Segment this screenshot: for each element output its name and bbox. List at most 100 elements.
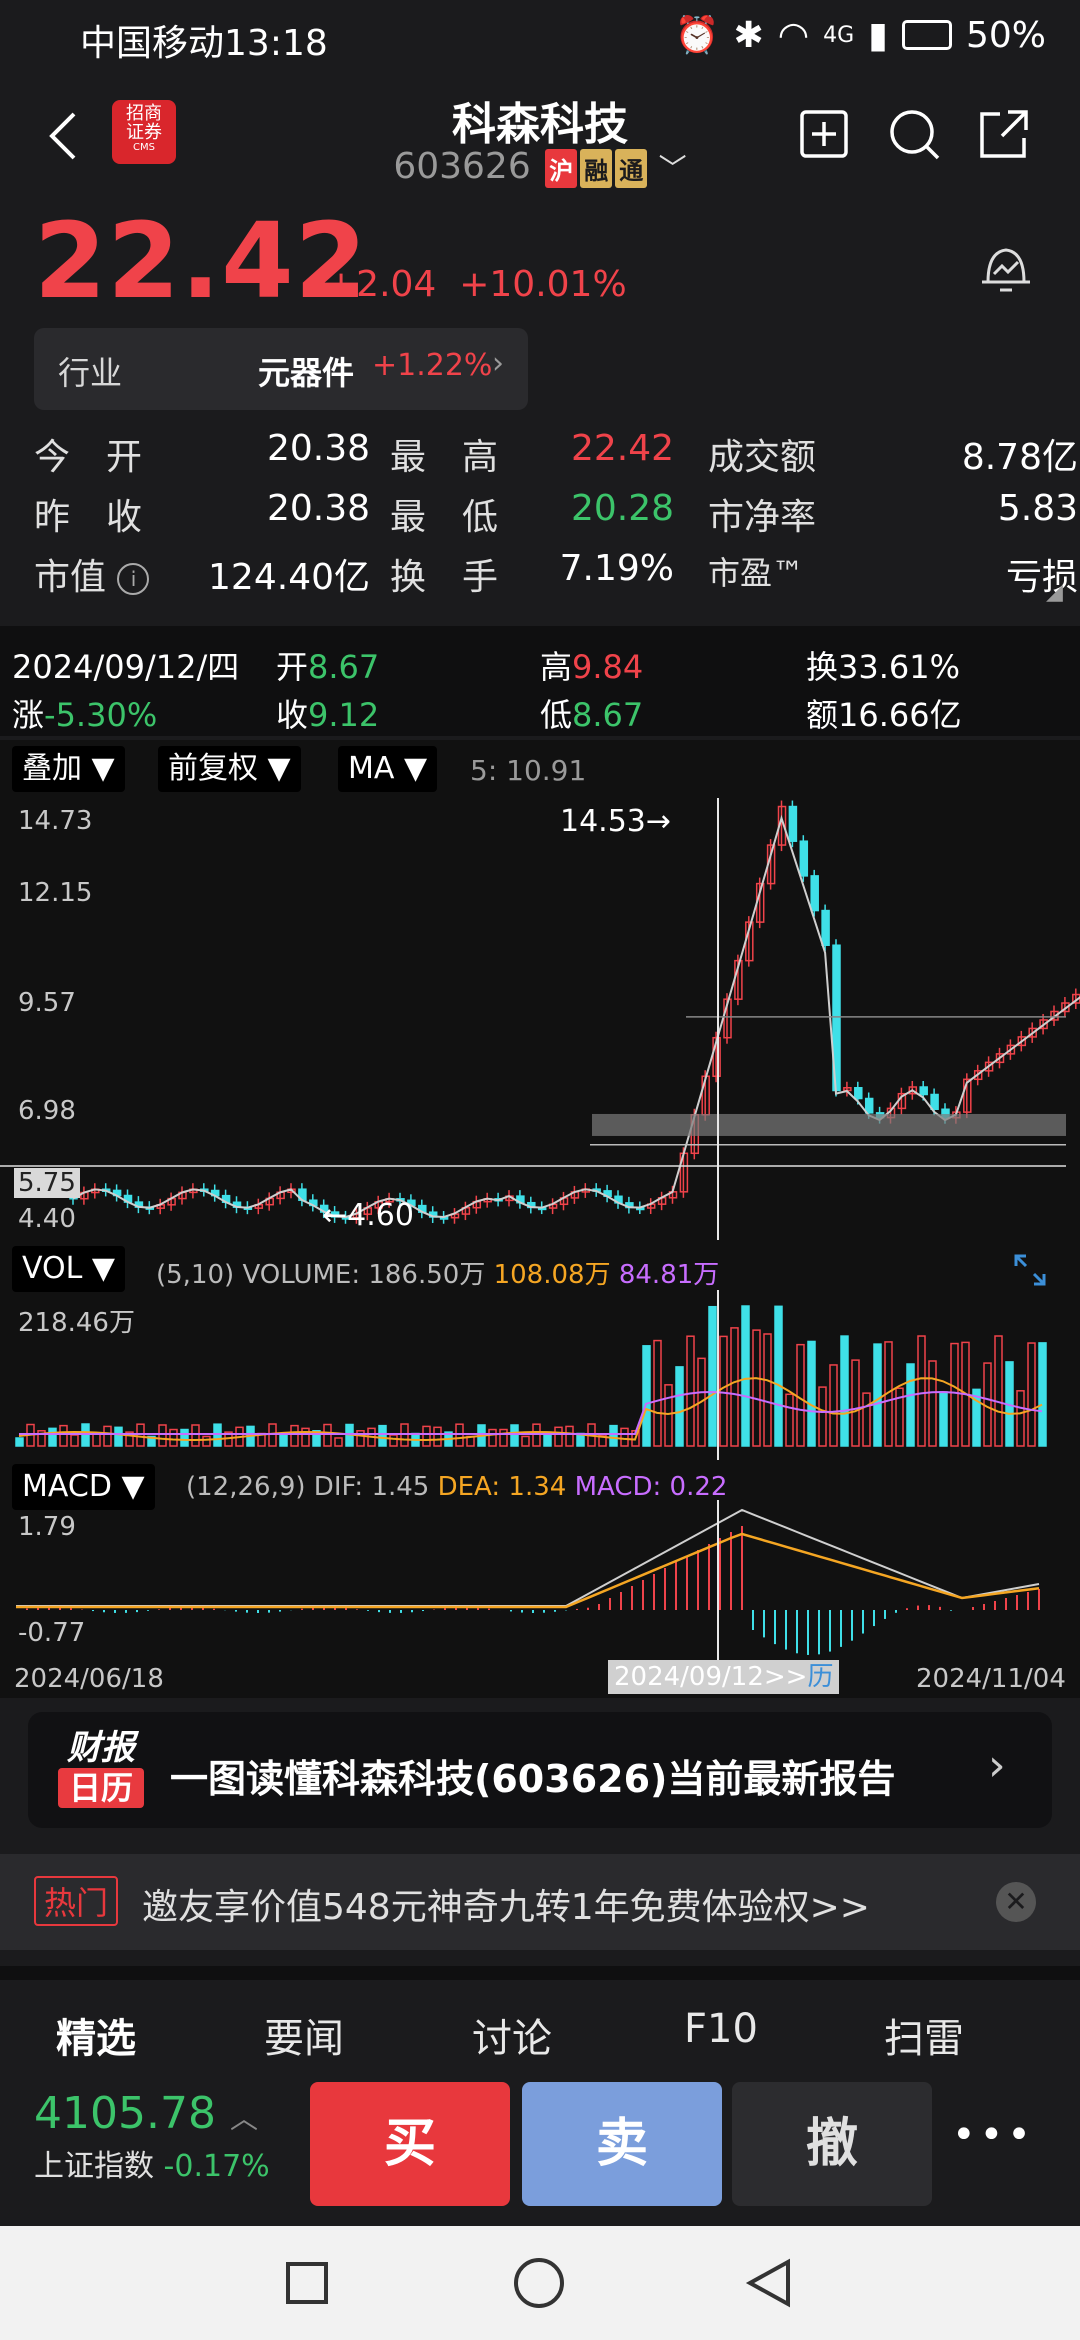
volume-bar [301, 1427, 310, 1447]
sell-button[interactable]: 卖 [522, 2082, 722, 2206]
macd-dif: DIF: 1.45 [313, 1472, 430, 1502]
stat-label[interactable]: 市值 i [34, 548, 150, 600]
volume-bar [191, 1424, 200, 1447]
macd-chart[interactable]: MACD ▼ (12,26,9) DIF: 1.45 DEA: 1.34 MAC… [0, 1460, 1080, 1698]
volume-bar [15, 1437, 24, 1447]
vol-label: VOL [22, 1251, 83, 1286]
cancel-order-button[interactable]: 撤 [732, 2082, 932, 2206]
system-nav-bar [0, 2226, 1080, 2340]
turnover-label: 换 [806, 648, 839, 686]
open-label: 开 [276, 648, 309, 686]
kline-candle [1039, 1019, 1048, 1030]
report-banner[interactable]: 财报 日历 一图读懂科森科技(603626)当前最新报告 › [28, 1712, 1052, 1828]
ma-dropdown[interactable]: MA ▼ [338, 746, 438, 792]
tab-featured[interactable]: 精选 [56, 2016, 136, 2062]
overlay-dropdown[interactable]: 叠加 ▼ [12, 746, 125, 792]
tab-news[interactable]: 要闻 [264, 2016, 344, 2062]
share-button[interactable] [972, 102, 1036, 166]
buy-button[interactable]: 买 [310, 2082, 510, 2206]
vol-ma5: 108.08万 [493, 1260, 611, 1290]
volume-bar [906, 1363, 915, 1447]
volume-bar [664, 1384, 673, 1447]
volume-bar [323, 1423, 332, 1447]
fullscreen-button[interactable] [1012, 1252, 1048, 1288]
macd-value: MACD: 0.22 [574, 1472, 728, 1502]
stock-header: 招商 证券 CMS 科森科技 603626 沪融通 ﹀ [0, 80, 1080, 200]
kline-chart[interactable]: 14.73 12.15 9.57 6.98 4.40 5.75 14.53→ ←… [0, 798, 1080, 1240]
caret-down-icon: ▼ [403, 751, 428, 786]
index-widget[interactable]: 4105.78 ︿ 上证指数 -0.17% [34, 2088, 270, 2185]
volume-chart[interactable]: VOL ▼ (5,10) VOLUME: 186.50万 108.08万 84.… [0, 1240, 1080, 1460]
volume-bar [279, 1434, 288, 1447]
expand-corner-icon[interactable]: ◢ [1046, 580, 1063, 605]
cursor-date-label[interactable]: 2024/09/12>>历 [608, 1660, 840, 1694]
expand-icon [1014, 1254, 1046, 1286]
volume-bar [147, 1435, 156, 1447]
tab-risk-scan[interactable]: 扫雷 [884, 2016, 964, 2062]
stat-label: 最 低 [390, 497, 499, 538]
index-name: 上证指数 [34, 2149, 154, 2184]
info-icon[interactable]: i [117, 563, 150, 595]
hot-tag: 热门 [34, 1876, 119, 1926]
volume-bar [972, 1388, 981, 1447]
broker-logo: 招商 证券 CMS [112, 100, 176, 164]
vol-dropdown[interactable]: VOL ▼ [12, 1246, 125, 1292]
volume-bar [290, 1424, 299, 1447]
y-tick: 9.57 [18, 988, 76, 1018]
kline-candle [919, 1086, 928, 1096]
volume-bar [213, 1423, 222, 1447]
carrier-name: 中国移动 [80, 23, 225, 64]
stat-value: 5.83 [997, 488, 1078, 529]
home-button[interactable] [514, 2258, 564, 2308]
add-square-icon [800, 110, 848, 158]
amount-label: 额 [806, 696, 839, 734]
caret-down-icon: ▼ [121, 1469, 145, 1504]
turnover-value: 33.61% [838, 648, 961, 686]
close-value: 9.12 [308, 696, 380, 734]
adjust-dropdown[interactable]: 前复权 ▼ [158, 746, 301, 792]
promo-banner[interactable]: 热门 邀友享价值548元神奇九转1年免费体验权>> ✕ [0, 1854, 1080, 1950]
stock-code: 603626 [393, 146, 531, 187]
back-nav-button[interactable] [742, 2256, 796, 2310]
x-end-label: 2024/11/04 [916, 1664, 1066, 1694]
change-percent: +10.01% [459, 264, 627, 305]
volume-bar [103, 1425, 112, 1447]
volume-bar [334, 1437, 343, 1447]
stat-value: 20.38 [266, 488, 370, 529]
tab-f10[interactable]: F10 [684, 2006, 758, 2052]
more-button[interactable]: ••• [952, 2112, 1035, 2158]
tab-discussion[interactable]: 讨论 [472, 2016, 552, 2062]
stat-label: 最 高 [390, 437, 499, 478]
recents-button[interactable] [286, 2262, 328, 2304]
volume-bar [81, 1423, 90, 1447]
day-close: 收9.12 [276, 690, 379, 736]
search-button[interactable] [882, 102, 946, 166]
kline-candle [984, 1061, 994, 1072]
add-watchlist-button[interactable] [792, 102, 856, 166]
close-icon[interactable]: ✕ [996, 1882, 1036, 1922]
y-tick: 12.15 [18, 878, 93, 908]
vol-ma5-line [18, 1377, 1043, 1441]
kline-candle [788, 805, 798, 842]
volume-bar [125, 1431, 134, 1447]
stock-code-row[interactable]: 603626 沪融通 ﹀ [0, 146, 1080, 188]
change-value: +2.04 [326, 264, 437, 305]
macd-dropdown[interactable]: MACD ▼ [12, 1464, 155, 1510]
max-annotation: 14.53→ [560, 804, 672, 839]
history-link[interactable]: 历 [807, 1662, 834, 1692]
volume-bar [895, 1387, 904, 1447]
stats-grid: 今 开 20.38 最 高 22.42 成交额 8.78亿 昨 收 20.38 … [34, 428, 1078, 608]
badge-bottom: 日历 [58, 1768, 144, 1808]
volume-bar [829, 1364, 838, 1447]
volume-bar [994, 1335, 1003, 1447]
price-alert-button[interactable] [974, 236, 1038, 300]
volume-bar [598, 1434, 607, 1447]
volume-bar [378, 1424, 387, 1447]
industry-chip[interactable]: 行业 元器件 +1.22% › [34, 328, 528, 410]
logo-text-1: 招商 [126, 103, 162, 124]
chevron-left-icon [49, 112, 76, 160]
industry-name: 元器件 [258, 354, 355, 392]
back-button[interactable] [34, 104, 98, 168]
stat-value: 20.28 [570, 488, 674, 529]
volume-bar [939, 1391, 948, 1447]
